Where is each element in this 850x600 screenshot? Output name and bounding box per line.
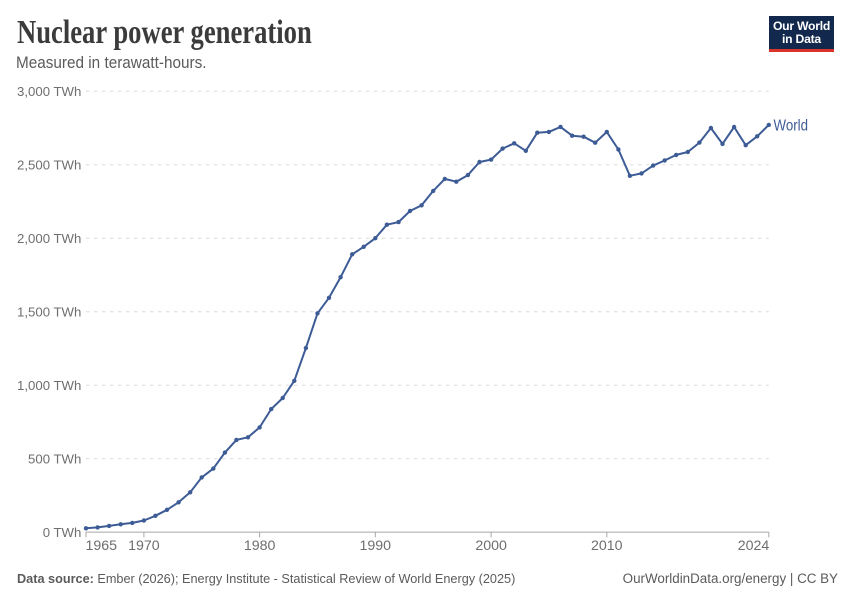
svg-text:1980: 1980 <box>244 538 276 554</box>
svg-text:2010: 2010 <box>591 538 623 554</box>
svg-text:1,500 TWh: 1,500 TWh <box>17 304 81 319</box>
svg-text:1965: 1965 <box>86 538 118 554</box>
svg-text:World: World <box>774 118 809 135</box>
svg-text:2,500 TWh: 2,500 TWh <box>17 158 81 173</box>
svg-text:0 TWh: 0 TWh <box>43 525 82 540</box>
svg-text:1970: 1970 <box>128 538 160 554</box>
svg-text:2024: 2024 <box>738 538 770 554</box>
svg-text:2,000 TWh: 2,000 TWh <box>17 231 81 246</box>
svg-text:1990: 1990 <box>360 538 392 554</box>
svg-text:3,000 TWh: 3,000 TWh <box>17 84 81 99</box>
svg-text:500 TWh: 500 TWh <box>28 451 81 466</box>
svg-text:1,000 TWh: 1,000 TWh <box>17 378 81 393</box>
svg-text:2000: 2000 <box>475 538 507 554</box>
